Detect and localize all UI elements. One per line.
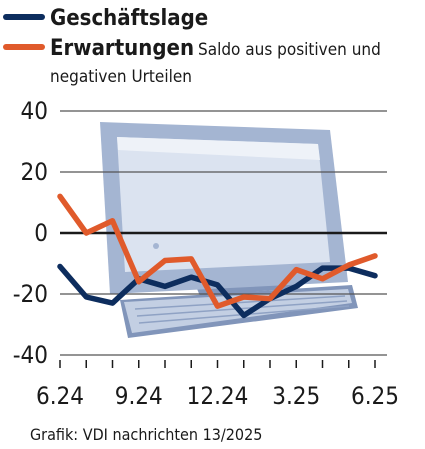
y-axis: 40 20 0 -20 -40 (13, 97, 48, 369)
series-lines (57, 193, 378, 319)
legend-label-erwartungen: Erwartungen (50, 36, 194, 61)
credit-line: Grafik: VDI nachrichten 13/2025 (30, 425, 262, 444)
y-tick-label: -20 (13, 280, 48, 308)
monitor-screen (117, 137, 330, 272)
keyboard-row (136, 300, 348, 317)
y-tick-label: 0 (34, 219, 48, 247)
x-tick-label: 3.25 (272, 382, 320, 410)
x-tick-label: 6.24 (36, 382, 84, 410)
x-tick-label: 12.24 (187, 382, 249, 410)
keyboard-row (134, 295, 346, 310)
x-axis: 6.24 9.24 12.24 3.25 6.25 (36, 360, 399, 410)
x-tick-label: 6.25 (351, 382, 399, 410)
y-tick-label: 20 (21, 158, 48, 186)
webcam-dot (153, 243, 159, 249)
y-tick-label: 40 (21, 97, 48, 125)
legend-note-line1: Saldo aus positiven und (198, 40, 381, 60)
screen-glare (117, 137, 320, 160)
legend-note-line2: negativen Urteilen (50, 67, 192, 87)
legend-label-geschaeftslage: Geschäftslage (50, 6, 208, 31)
computer-monitor-illustration (100, 122, 358, 338)
legend: Geschäftslage Erwartungen Saldo aus posi… (3, 6, 381, 87)
y-tick-label: -40 (13, 341, 48, 369)
x-tick-label: 9.24 (115, 382, 163, 410)
